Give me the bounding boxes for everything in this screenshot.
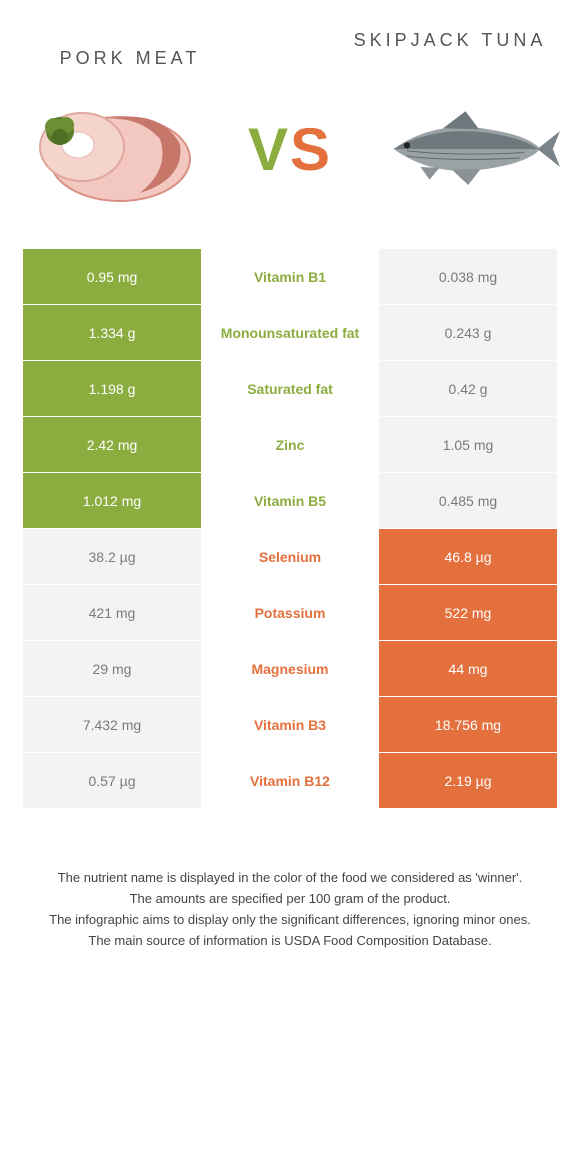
- table-row: 29 mgMagnesium44 mg: [23, 641, 557, 697]
- right-value: 0.243 g: [379, 305, 557, 361]
- left-value: 0.57 µg: [23, 753, 201, 809]
- vs-label: VS: [248, 115, 332, 184]
- footnote-line: The amounts are specified per 100 gram o…: [40, 890, 540, 909]
- left-value: 421 mg: [23, 585, 201, 641]
- nutrient-label: Vitamin B5: [201, 473, 379, 529]
- nutrient-label: Zinc: [201, 417, 379, 473]
- footnotes: The nutrient name is displayed in the co…: [40, 869, 540, 950]
- comparison-table: 0.95 mgVitamin B10.038 mg1.334 gMonounsa…: [23, 249, 557, 809]
- nutrient-label: Monounsaturated fat: [201, 305, 379, 361]
- right-value: 2.19 µg: [379, 753, 557, 809]
- pork-meat-icon: [20, 89, 200, 209]
- table-row: 0.57 µgVitamin B122.19 µg: [23, 753, 557, 809]
- header: PORK MEAT SKIPJACK TUNA: [0, 0, 580, 69]
- table-row: 38.2 µgSelenium46.8 µg: [23, 529, 557, 585]
- vs-v-letter: V: [248, 116, 290, 183]
- right-food-title: SKIPJACK TUNA: [350, 30, 550, 69]
- right-value: 0.485 mg: [379, 473, 557, 529]
- nutrient-label: Vitamin B1: [201, 249, 379, 305]
- nutrient-label: Potassium: [201, 585, 379, 641]
- nutrient-label: Magnesium: [201, 641, 379, 697]
- table-row: 1.334 gMonounsaturated fat0.243 g: [23, 305, 557, 361]
- right-value: 18.756 mg: [379, 697, 557, 753]
- table-row: 421 mgPotassium522 mg: [23, 585, 557, 641]
- footnote-line: The nutrient name is displayed in the co…: [40, 869, 540, 888]
- right-value: 46.8 µg: [379, 529, 557, 585]
- vs-row: VS: [0, 79, 580, 209]
- table-row: 7.432 mgVitamin B318.756 mg: [23, 697, 557, 753]
- nutrient-label: Saturated fat: [201, 361, 379, 417]
- right-value: 1.05 mg: [379, 417, 557, 473]
- right-value: 44 mg: [379, 641, 557, 697]
- left-value: 2.42 mg: [23, 417, 201, 473]
- footnote-line: The infographic aims to display only the…: [40, 911, 540, 930]
- left-value: 29 mg: [23, 641, 201, 697]
- right-value: 522 mg: [379, 585, 557, 641]
- left-value: 38.2 µg: [23, 529, 201, 585]
- table-row: 2.42 mgZinc1.05 mg: [23, 417, 557, 473]
- skipjack-tuna-icon: [380, 99, 560, 199]
- nutrient-label: Vitamin B3: [201, 697, 379, 753]
- table-row: 0.95 mgVitamin B10.038 mg: [23, 249, 557, 305]
- left-value: 7.432 mg: [23, 697, 201, 753]
- nutrient-label: Selenium: [201, 529, 379, 585]
- right-value: 0.42 g: [379, 361, 557, 417]
- footnote-line: The main source of information is USDA F…: [40, 932, 540, 951]
- left-value: 1.012 mg: [23, 473, 201, 529]
- vs-s-letter: S: [290, 116, 332, 183]
- tuna-image: [380, 89, 560, 209]
- left-food-title: PORK MEAT: [30, 30, 230, 69]
- left-value: 0.95 mg: [23, 249, 201, 305]
- pork-image: [20, 89, 200, 209]
- table-row: 1.198 gSaturated fat0.42 g: [23, 361, 557, 417]
- left-value: 1.334 g: [23, 305, 201, 361]
- right-value: 0.038 mg: [379, 249, 557, 305]
- left-value: 1.198 g: [23, 361, 201, 417]
- table-row: 1.012 mgVitamin B50.485 mg: [23, 473, 557, 529]
- nutrient-label: Vitamin B12: [201, 753, 379, 809]
